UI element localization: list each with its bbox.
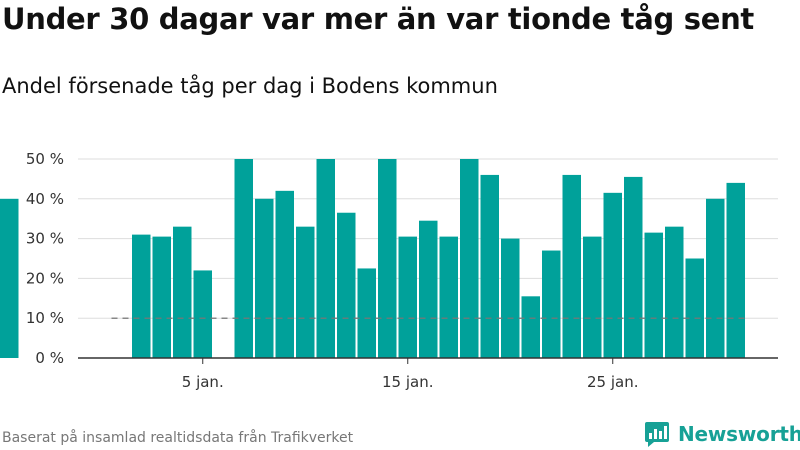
bar <box>583 236 602 358</box>
bar <box>419 220 438 358</box>
bar <box>316 159 335 358</box>
bar <box>644 232 663 358</box>
y-tick-label: 20 % <box>26 269 64 287</box>
x-tick-label: 5 jan. <box>182 373 224 391</box>
bar <box>542 250 561 358</box>
bar <box>624 176 643 358</box>
logo-text: Newsworthy <box>678 422 800 446</box>
bar <box>234 159 253 358</box>
y-tick-label: 50 % <box>26 150 64 168</box>
y-tick-label: 10 % <box>26 309 64 327</box>
bar <box>480 174 499 358</box>
bar <box>603 192 622 358</box>
bar <box>562 174 581 358</box>
bar <box>173 226 192 358</box>
bar-chart: 0 % 10 % 20 % 30 % 40 % 50 % 5 jan. 15 jan. 25 j… <box>0 150 778 391</box>
chart-subtitle: Andel försenade tåg per dag i Bodens kom… <box>2 74 498 98</box>
x-tick-label: 25 jan. <box>587 373 639 391</box>
bar <box>378 159 397 358</box>
y-tick-label: 0 % <box>35 349 64 367</box>
bar <box>296 226 315 358</box>
source-note: Baserat på insamlad realtidsdata från Tr… <box>2 430 354 446</box>
bar <box>357 268 376 358</box>
bar <box>501 238 520 358</box>
bar <box>337 212 356 358</box>
bar <box>726 182 745 358</box>
bar <box>193 270 212 358</box>
bar <box>398 236 417 358</box>
y-tick-label: 30 % <box>26 230 64 248</box>
y-tick-label: 40 % <box>26 190 64 208</box>
bar <box>521 296 540 358</box>
chart-title: Under 30 dagar var mer än var tionde tåg… <box>2 2 754 36</box>
bar <box>275 190 294 358</box>
bar <box>152 236 171 358</box>
bar <box>0 198 19 358</box>
bar <box>132 234 151 358</box>
bar <box>665 226 684 358</box>
newsworthy-chart-icon <box>645 422 669 447</box>
x-tick-label: 15 jan. <box>382 373 434 391</box>
newsworthy-logo: Newsworthy <box>644 420 800 448</box>
bar <box>255 198 274 358</box>
bar <box>706 198 725 358</box>
bar <box>439 236 458 358</box>
bar <box>460 159 479 358</box>
bar <box>685 258 704 358</box>
